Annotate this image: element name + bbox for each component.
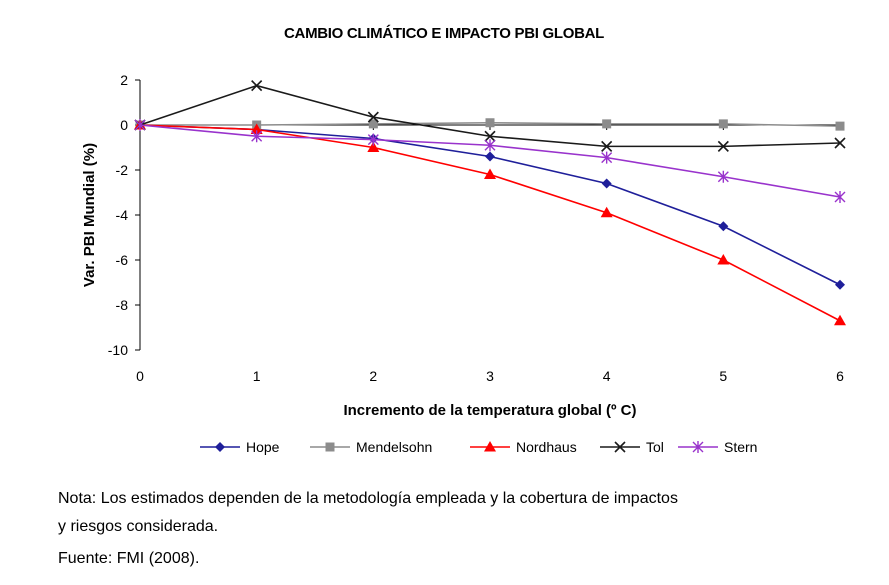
note-line-1: Nota: Los estimados dependen de la metod…	[58, 490, 678, 507]
x-tick-label: 5	[719, 368, 727, 384]
y-axis-label: Var. PBI Mundial (%)	[81, 143, 98, 287]
data-point-tol	[601, 140, 613, 152]
data-point-stern	[717, 170, 729, 183]
data-point-stern	[134, 119, 146, 131]
legend-marker-mendelsohn	[325, 442, 335, 452]
data-point-nordhaus	[717, 254, 730, 265]
y-tick-label: -4	[116, 207, 129, 223]
y-tick-label: -6	[116, 252, 129, 268]
x-tick-label: 6	[836, 368, 844, 384]
data-point-mendelsohn	[485, 118, 495, 128]
y-tick-label: 2	[120, 72, 128, 88]
y-tick-label: -8	[116, 297, 129, 313]
x-tick-label: 1	[253, 368, 261, 384]
x-tick-label: 0	[136, 368, 144, 384]
legend-marker-tol	[614, 441, 626, 453]
data-point-nordhaus	[367, 141, 380, 152]
data-point-hope	[835, 279, 845, 290]
climate-gdp-chart: CAMBIO CLIMÁTICO E IMPACTO PBI GLOBAL20-…	[81, 25, 846, 455]
x-tick-label: 2	[369, 368, 377, 384]
y-tick-label: -10	[108, 342, 128, 358]
legend-label-hope: Hope	[246, 439, 280, 455]
data-point-mendelsohn	[718, 119, 728, 129]
data-point-nordhaus	[600, 206, 613, 218]
data-point-tol	[367, 111, 379, 123]
legend-label-stern: Stern	[724, 439, 757, 455]
data-point-hope	[485, 151, 495, 162]
legend-marker-stern	[692, 441, 704, 453]
data-point-tol	[484, 130, 496, 142]
x-tick-label: 4	[603, 368, 611, 384]
data-point-mendelsohn	[368, 119, 378, 129]
data-point-stern	[251, 130, 263, 143]
y-tick-label: 0	[120, 117, 128, 133]
y-tick-label: -2	[116, 162, 129, 178]
note-line-2: y riesgos considerada.	[58, 518, 219, 535]
data-point-hope	[718, 221, 729, 232]
legend-label-nordhaus: Nordhaus	[516, 439, 577, 455]
source-note: Fuente: FMI (2008).	[58, 550, 200, 567]
data-point-stern	[367, 133, 379, 146]
data-point-tol	[834, 137, 846, 149]
x-tick-label: 3	[486, 368, 494, 384]
data-point-tol	[251, 80, 263, 92]
legend-label-tol: Tol	[646, 439, 664, 455]
x-axis-label: Incremento de la temperatura global (º C…	[343, 402, 636, 419]
data-point-stern	[834, 191, 846, 203]
legend-label-mendelsohn: Mendelsohn	[356, 439, 432, 455]
data-point-hope	[601, 178, 612, 189]
data-point-stern	[601, 151, 613, 164]
data-point-nordhaus	[484, 168, 496, 179]
data-point-mendelsohn	[835, 121, 845, 131]
data-point-mendelsohn	[602, 119, 612, 129]
chart-title: CAMBIO CLIMÁTICO E IMPACTO PBI GLOBAL	[284, 25, 604, 42]
data-point-stern	[484, 139, 496, 152]
data-point-tol	[717, 140, 729, 152]
legend-marker-hope	[215, 442, 225, 452]
data-point-nordhaus	[250, 123, 263, 134]
data-point-nordhaus	[834, 314, 846, 326]
legend-marker-nordhaus	[484, 441, 496, 452]
